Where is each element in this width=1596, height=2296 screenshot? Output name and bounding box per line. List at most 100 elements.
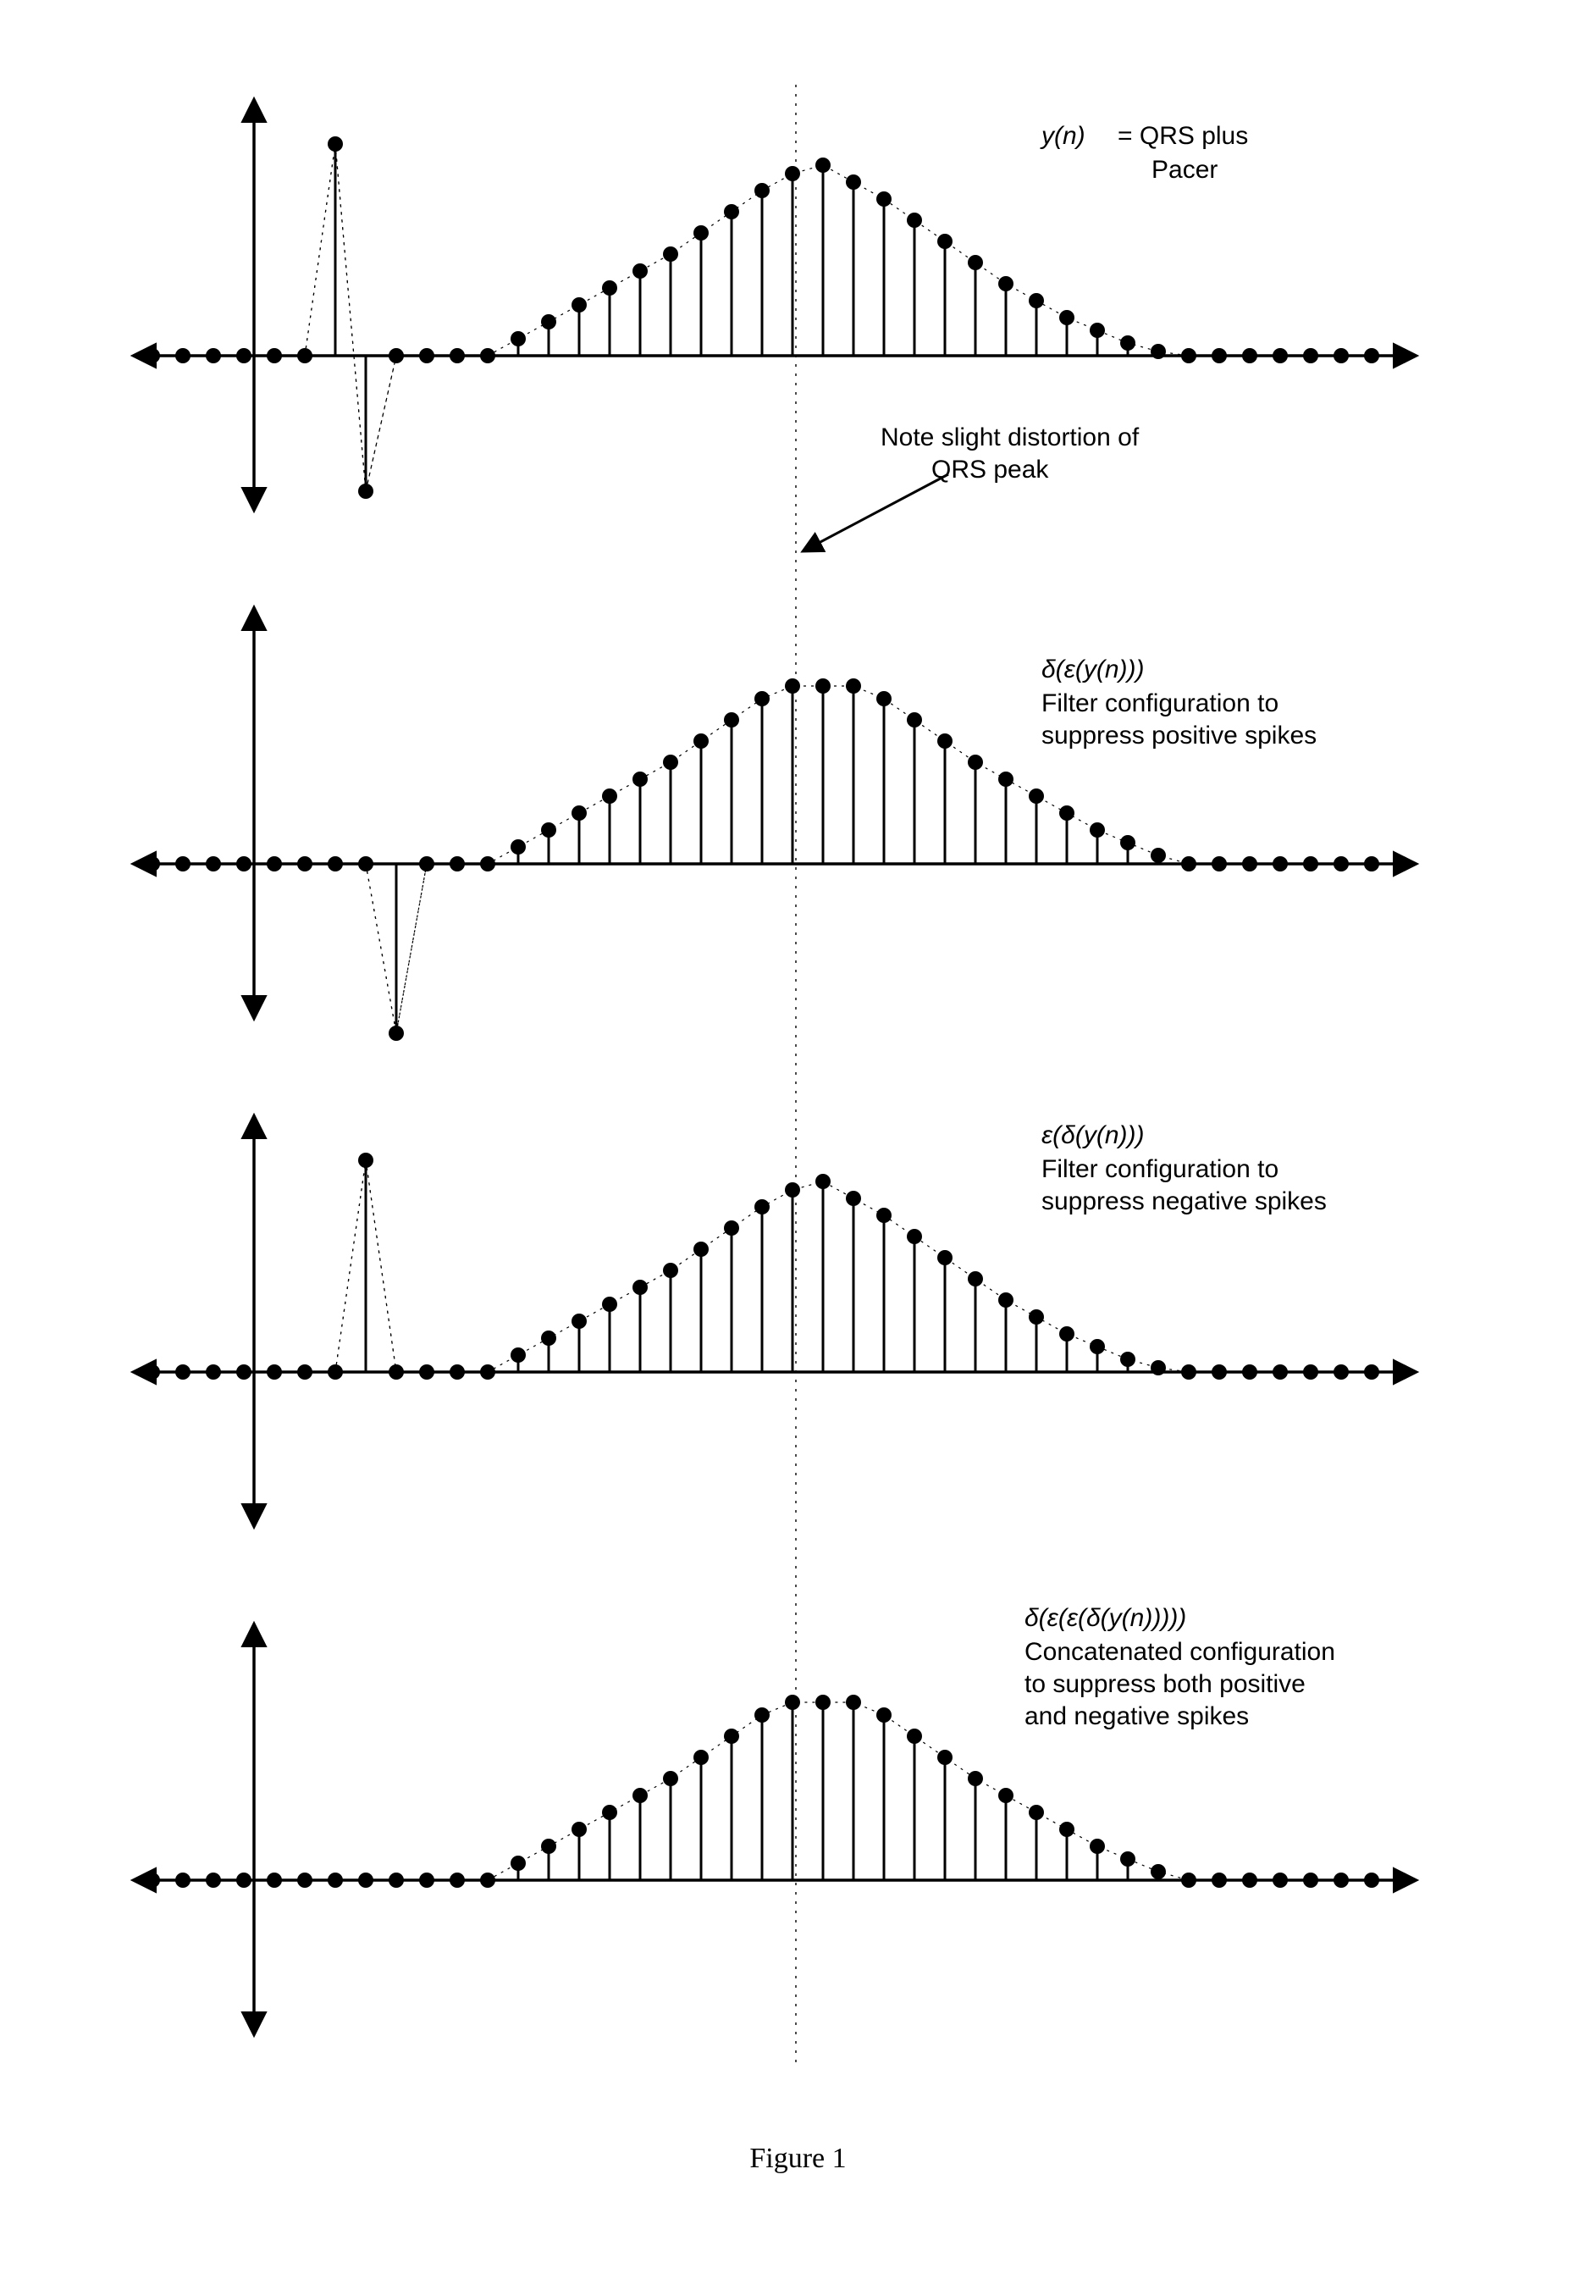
sample-marker [541, 1331, 556, 1346]
sample-marker [998, 1788, 1013, 1803]
sample-marker [846, 1695, 861, 1710]
sample-marker [1090, 323, 1105, 338]
sample-marker [267, 856, 282, 871]
sample-marker [236, 856, 251, 871]
sample-marker [450, 856, 465, 871]
sample-marker [206, 856, 221, 871]
sample-marker [815, 1174, 831, 1189]
sample-marker [602, 1297, 617, 1312]
sample-marker [1334, 348, 1349, 363]
sample-marker [1090, 822, 1105, 838]
sample-marker [541, 314, 556, 329]
panel-4: δ(ε(ε(δ(y(n)))))Concatenated configurati… [135, 1604, 1414, 2033]
sample-marker [328, 856, 343, 871]
sample-marker [1151, 1360, 1166, 1375]
sample-marker [876, 191, 892, 207]
sample-marker [511, 1856, 526, 1871]
sample-marker [1120, 835, 1135, 850]
sample-marker [876, 691, 892, 706]
sample-marker [1181, 856, 1196, 871]
panel-label-line: to suppress both positive [1024, 1670, 1306, 1698]
sample-marker [328, 1364, 343, 1380]
sample-marker [358, 1153, 373, 1168]
sample-marker [693, 225, 709, 241]
sample-marker [1090, 1339, 1105, 1354]
envelope [152, 144, 1402, 491]
annotation-arrow [804, 474, 948, 550]
panel-label-line: δ(ε(ε(δ(y(n))))) [1024, 1604, 1186, 1632]
sample-marker [511, 1347, 526, 1363]
sample-marker [511, 839, 526, 855]
sample-marker [389, 1364, 404, 1380]
sample-marker [1151, 344, 1166, 359]
sample-marker [693, 1750, 709, 1765]
sample-marker [572, 1314, 587, 1329]
sample-marker [785, 1695, 800, 1710]
sample-marker [541, 1839, 556, 1854]
sample-marker [206, 1873, 221, 1888]
sample-marker [1181, 1364, 1196, 1380]
sample-marker [297, 348, 312, 363]
sample-marker [1212, 856, 1227, 871]
sample-marker [1212, 1873, 1227, 1888]
figure-1: y(n) = QRS plusPacerδ(ε(y(n)))Filter con… [51, 51, 1545, 2175]
sample-marker [572, 1822, 587, 1837]
sample-marker [785, 1182, 800, 1198]
sample-marker [998, 1292, 1013, 1308]
sample-marker [1334, 856, 1349, 871]
sample-marker [1394, 1364, 1410, 1380]
sample-marker [1303, 1364, 1318, 1380]
sample-marker [419, 348, 434, 363]
sample-marker [632, 1788, 648, 1803]
sample-marker [328, 136, 343, 152]
sample-marker [1242, 348, 1257, 363]
sample-marker [602, 788, 617, 804]
sample-marker [693, 733, 709, 749]
sample-marker [572, 805, 587, 821]
sample-marker [1181, 348, 1196, 363]
sample-marker [236, 348, 251, 363]
sample-marker [1334, 1364, 1349, 1380]
sample-marker [297, 1364, 312, 1380]
sample-marker [1059, 310, 1074, 325]
sample-marker [632, 263, 648, 279]
sample-marker [450, 1364, 465, 1380]
sample-marker [419, 1873, 434, 1888]
sample-marker [1364, 856, 1379, 871]
sample-marker [1364, 1873, 1379, 1888]
sample-marker [1059, 805, 1074, 821]
sample-marker [968, 1271, 983, 1286]
sample-marker [785, 678, 800, 694]
sample-marker [1151, 1864, 1166, 1879]
sample-marker [968, 255, 983, 270]
sample-marker [1303, 1873, 1318, 1888]
sample-marker [267, 1364, 282, 1380]
sample-marker [450, 1873, 465, 1888]
sample-marker [175, 348, 191, 363]
sample-marker [632, 1280, 648, 1295]
sample-marker [389, 1026, 404, 1041]
sample-marker [419, 856, 434, 871]
sample-marker [602, 280, 617, 296]
sample-marker [541, 822, 556, 838]
sample-marker [968, 1771, 983, 1786]
sample-marker [145, 348, 160, 363]
sample-marker [267, 1873, 282, 1888]
sample-marker [663, 755, 678, 770]
sample-marker [1059, 1326, 1074, 1342]
sample-marker [419, 1364, 434, 1380]
sample-marker [876, 1707, 892, 1723]
envelope-extra [366, 1160, 396, 1372]
sample-marker [815, 678, 831, 694]
sample-marker [1029, 1805, 1044, 1820]
sample-marker [328, 1873, 343, 1888]
sample-marker [846, 678, 861, 694]
sample-marker [937, 733, 953, 749]
sample-marker [1242, 1364, 1257, 1380]
sample-marker [907, 213, 922, 228]
sample-marker [937, 1250, 953, 1265]
sample-marker [480, 1873, 495, 1888]
sample-marker [358, 1873, 373, 1888]
sample-marker [236, 1873, 251, 1888]
sample-marker [937, 1750, 953, 1765]
